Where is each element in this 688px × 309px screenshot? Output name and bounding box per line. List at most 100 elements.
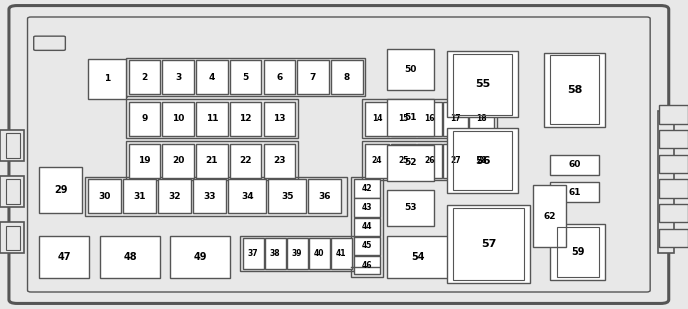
Text: 30: 30 — [98, 192, 111, 201]
Bar — [387, 49, 434, 90]
Text: 34: 34 — [241, 192, 254, 201]
Text: 55: 55 — [475, 79, 491, 89]
Bar — [264, 60, 295, 94]
Bar — [100, 236, 160, 278]
Text: 42: 42 — [361, 184, 372, 193]
Text: 59: 59 — [571, 247, 585, 257]
Bar — [447, 205, 530, 283]
Bar — [297, 60, 329, 94]
Text: 27: 27 — [450, 156, 461, 165]
Bar — [387, 99, 434, 136]
Text: 4: 4 — [208, 73, 215, 82]
Bar — [659, 204, 688, 222]
Bar — [264, 102, 295, 136]
Bar — [264, 144, 295, 178]
Bar — [85, 177, 347, 216]
Bar — [6, 133, 20, 158]
Bar — [230, 144, 261, 178]
Bar — [88, 59, 126, 99]
Bar — [126, 141, 298, 180]
Bar — [268, 179, 306, 213]
Bar — [129, 144, 160, 178]
Text: 49: 49 — [193, 252, 207, 262]
Bar — [0, 222, 24, 253]
Bar — [659, 105, 688, 124]
Bar — [6, 226, 20, 250]
Text: 60: 60 — [568, 160, 581, 169]
Bar — [387, 145, 434, 181]
Text: 2: 2 — [141, 73, 148, 82]
Text: 7: 7 — [310, 73, 316, 82]
Bar — [331, 60, 363, 94]
Bar — [162, 102, 194, 136]
Bar — [243, 238, 264, 269]
Bar — [170, 236, 230, 278]
Text: 56: 56 — [475, 156, 491, 166]
Bar — [0, 130, 24, 161]
Text: 41: 41 — [336, 249, 347, 258]
Bar — [659, 154, 688, 173]
Bar — [126, 58, 365, 96]
Bar — [354, 198, 380, 217]
Text: 54: 54 — [411, 252, 424, 262]
Bar — [391, 102, 416, 136]
Bar — [453, 54, 512, 115]
Bar — [417, 144, 442, 178]
Text: 28: 28 — [476, 156, 487, 165]
Text: 36: 36 — [319, 192, 331, 201]
Text: 43: 43 — [361, 203, 372, 212]
Text: 24: 24 — [372, 156, 383, 165]
Bar — [362, 99, 497, 138]
Text: 29: 29 — [54, 185, 67, 195]
Text: 61: 61 — [568, 188, 581, 197]
Bar — [129, 102, 160, 136]
Text: 6: 6 — [276, 73, 283, 82]
Bar — [443, 102, 468, 136]
Text: 52: 52 — [405, 159, 417, 167]
Bar — [196, 144, 228, 178]
Bar — [331, 238, 352, 269]
Bar — [240, 236, 354, 271]
Bar — [230, 60, 261, 94]
Bar — [162, 144, 194, 178]
Bar — [447, 51, 518, 117]
Bar — [354, 179, 380, 198]
Text: 31: 31 — [133, 192, 146, 201]
Text: 46: 46 — [361, 260, 372, 270]
Bar — [453, 131, 512, 190]
Bar — [469, 144, 494, 178]
Bar — [196, 102, 228, 136]
Text: 48: 48 — [123, 252, 137, 262]
Bar — [447, 128, 518, 193]
Bar — [354, 256, 380, 274]
Text: 51: 51 — [405, 113, 417, 122]
Text: 20: 20 — [172, 156, 184, 165]
Bar — [550, 224, 605, 280]
Text: 1: 1 — [104, 74, 110, 83]
Bar — [365, 102, 389, 136]
Text: 53: 53 — [405, 203, 417, 212]
Text: 39: 39 — [292, 249, 303, 258]
Text: 21: 21 — [206, 156, 218, 165]
Bar — [0, 176, 24, 207]
Bar — [287, 238, 308, 269]
Text: 32: 32 — [169, 192, 181, 201]
Text: 14: 14 — [372, 114, 383, 124]
Bar — [308, 179, 341, 213]
Text: 23: 23 — [273, 156, 286, 165]
Bar — [6, 179, 20, 204]
Text: 35: 35 — [281, 192, 294, 201]
Bar — [309, 238, 330, 269]
Bar — [550, 154, 599, 175]
Text: 15: 15 — [398, 114, 409, 124]
Text: 10: 10 — [172, 114, 184, 124]
Text: 16: 16 — [424, 114, 435, 124]
Bar — [469, 102, 494, 136]
Text: 11: 11 — [206, 114, 218, 124]
Bar — [230, 102, 261, 136]
Bar — [228, 179, 266, 213]
Bar — [658, 111, 674, 253]
Text: 26: 26 — [424, 156, 435, 165]
Text: 47: 47 — [58, 252, 71, 262]
Bar — [351, 177, 383, 277]
